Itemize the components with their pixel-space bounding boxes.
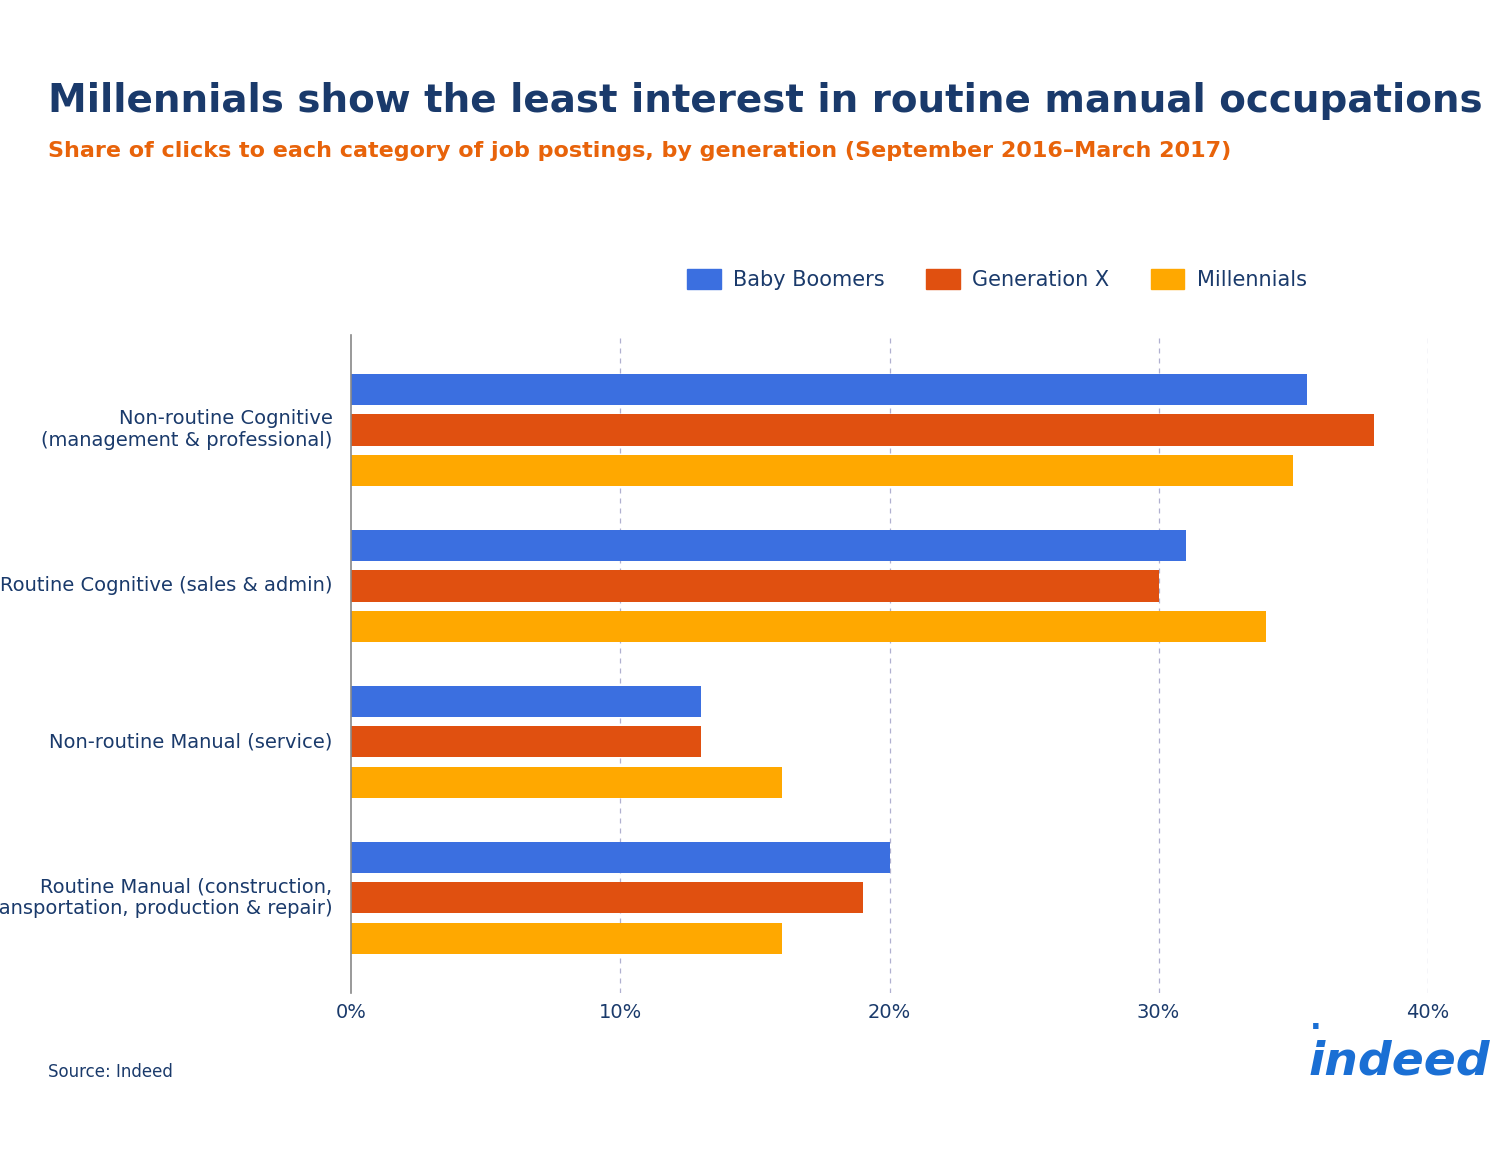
- Bar: [351, 922, 782, 954]
- Bar: [351, 570, 1159, 602]
- Bar: [351, 686, 701, 717]
- Bar: [351, 455, 1293, 486]
- Text: Source: Indeed: Source: Indeed: [48, 1063, 173, 1081]
- Bar: [351, 726, 701, 758]
- Legend: Baby Boomers, Generation X, Millennials: Baby Boomers, Generation X, Millennials: [679, 261, 1316, 298]
- Bar: [351, 415, 1374, 445]
- Bar: [351, 374, 1307, 405]
- Text: Millennials show the least interest in routine manual occupations: Millennials show the least interest in r…: [48, 82, 1483, 120]
- Bar: [351, 882, 863, 913]
- Bar: [351, 530, 1186, 560]
- Bar: [351, 841, 890, 873]
- Bar: [351, 611, 1266, 642]
- Text: ·: ·: [1310, 1014, 1322, 1043]
- Bar: [351, 767, 782, 798]
- Text: Share of clicks to each category of job postings, by generation (September 2016–: Share of clicks to each category of job …: [48, 141, 1230, 161]
- Text: indeed: indeed: [1308, 1040, 1489, 1085]
